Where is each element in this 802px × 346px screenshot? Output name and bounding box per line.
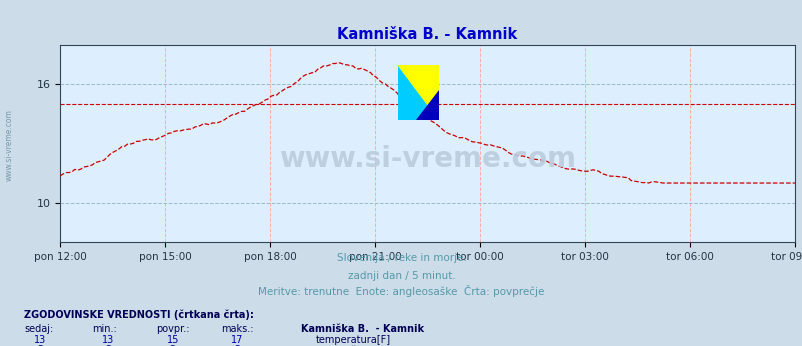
Text: pretok[čevelj3/min]: pretok[čevelj3/min] (315, 345, 411, 346)
Text: zadnji dan / 5 minut.: zadnji dan / 5 minut. (347, 271, 455, 281)
Title: Kamniška B. - Kamnik: Kamniška B. - Kamnik (337, 27, 517, 43)
Text: maks.:: maks.: (221, 324, 253, 334)
Text: sedaj:: sedaj: (24, 324, 53, 334)
Text: 3: 3 (169, 345, 176, 346)
Text: www.si-vreme.com: www.si-vreme.com (4, 109, 14, 181)
Text: povpr.:: povpr.: (156, 324, 190, 334)
Text: ZGODOVINSKE VREDNOSTI (črtkana črta):: ZGODOVINSKE VREDNOSTI (črtkana črta): (24, 310, 253, 320)
Text: Slovenija / reke in morje.: Slovenija / reke in morje. (336, 253, 466, 263)
Polygon shape (398, 65, 438, 120)
Text: 3: 3 (37, 345, 43, 346)
Text: 13: 13 (34, 335, 47, 345)
Text: temperatura[F]: temperatura[F] (315, 335, 391, 345)
Polygon shape (416, 90, 438, 120)
Text: www.si-vreme.com: www.si-vreme.com (279, 145, 575, 173)
Text: 3: 3 (233, 345, 240, 346)
Text: 3: 3 (105, 345, 111, 346)
Text: 17: 17 (230, 335, 243, 345)
Polygon shape (398, 65, 438, 120)
Text: 13: 13 (102, 335, 115, 345)
Text: Kamniška B.  - Kamnik: Kamniška B. - Kamnik (301, 324, 423, 334)
Text: Meritve: trenutne  Enote: angleosaške  Črta: povprečje: Meritve: trenutne Enote: angleosaške Črt… (258, 285, 544, 297)
Text: 15: 15 (166, 335, 179, 345)
Text: min.:: min.: (92, 324, 117, 334)
